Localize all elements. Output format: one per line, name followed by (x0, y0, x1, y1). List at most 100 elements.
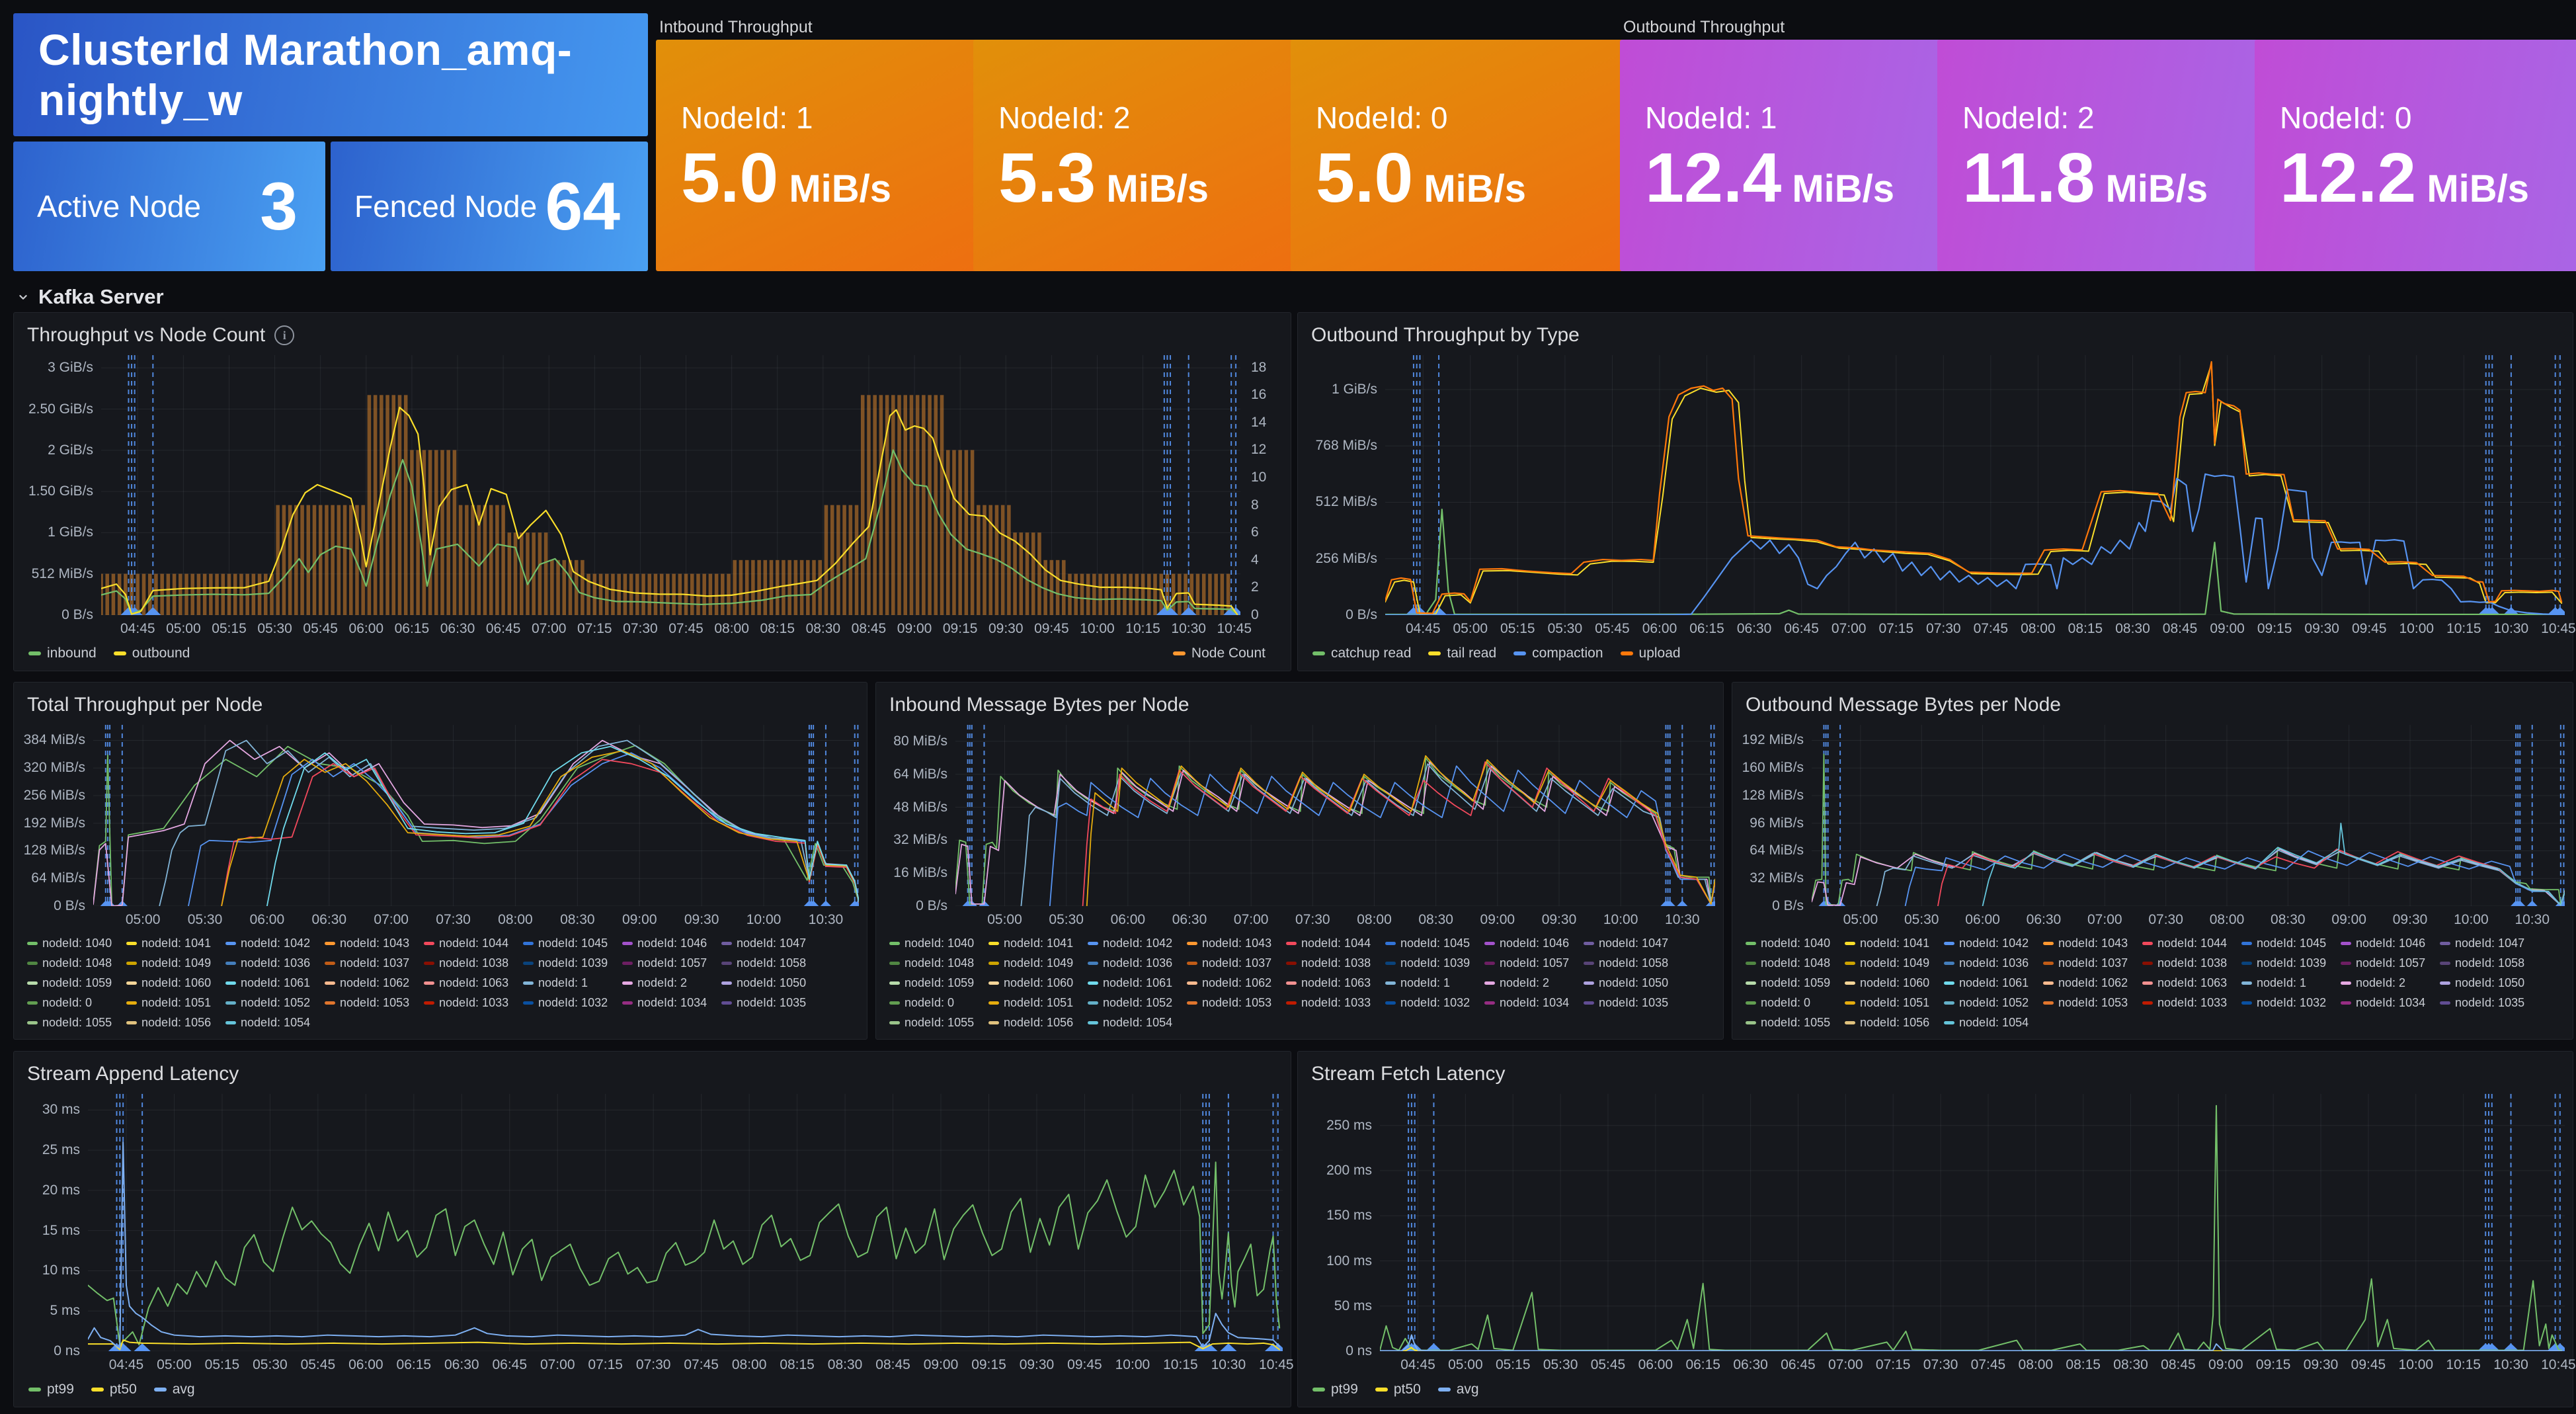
legend-item[interactable]: nodeId: 1 (1385, 976, 1475, 990)
legend-item[interactable]: nodeId: 1043 (325, 936, 415, 950)
legend-item[interactable]: nodeId: 1048 (27, 956, 117, 970)
legend-item[interactable]: nodeId: 1042 (225, 936, 315, 950)
legend-item[interactable]: nodeId: 1039 (1385, 956, 1475, 970)
legend-item[interactable]: nodeId: 1036 (1944, 956, 2034, 970)
panel-title[interactable]: Stream Append Latency (27, 1063, 239, 1085)
inbound-section-title[interactable]: Intbound Throughput (659, 18, 813, 36)
legend-item[interactable]: nodeId: 1043 (2043, 936, 2133, 950)
legend-item[interactable]: nodeId: 1055 (27, 1016, 117, 1030)
panel-title[interactable]: Inbound Message Bytes per Node (889, 694, 1189, 716)
legend-item[interactable]: catchup read (1312, 645, 1411, 661)
legend-item[interactable]: nodeId: 1053 (2043, 996, 2133, 1010)
legend-item[interactable]: nodeId: 1051 (988, 996, 1078, 1010)
legend-item[interactable]: nodeId: 0 (27, 996, 117, 1010)
legend-item[interactable]: nodeId: 1050 (721, 976, 811, 990)
legend-item[interactable]: nodeId: 1036 (225, 956, 315, 970)
legend-item[interactable]: avg (153, 1382, 195, 1397)
legend-item[interactable]: nodeId: 1049 (988, 956, 1078, 970)
legend-item[interactable]: nodeId: 1056 (126, 1016, 216, 1030)
legend-item[interactable]: nodeId: 1033 (424, 996, 514, 1010)
legend-item[interactable]: nodeId: 1039 (2241, 956, 2331, 970)
legend-item[interactable]: nodeId: 1034 (2341, 996, 2431, 1010)
legend-item[interactable]: nodeId: 1047 (2440, 936, 2530, 950)
legend-item[interactable]: pt99 (28, 1382, 74, 1397)
legend-item[interactable]: nodeId: 0 (1746, 996, 1835, 1010)
legend-item[interactable]: upload (1620, 645, 1681, 661)
legend-item[interactable]: nodeId: 1038 (424, 956, 514, 970)
legend-item[interactable]: nodeId: 1032 (2241, 996, 2331, 1010)
legend-item[interactable]: nodeId: 1041 (126, 936, 216, 950)
panel-title[interactable]: Stream Fetch Latency (1311, 1063, 1506, 1085)
legend-item[interactable]: nodeId: 1052 (1944, 996, 2034, 1010)
legend-item[interactable]: nodeId: 1046 (622, 936, 712, 950)
legend-item[interactable]: nodeId: 1051 (1845, 996, 1935, 1010)
legend-item[interactable]: nodeId: 1038 (2142, 956, 2232, 970)
legend-item[interactable]: nodeId: 2 (1484, 976, 1574, 990)
legend-item[interactable]: nodeId: 1044 (2142, 936, 2232, 950)
legend-item[interactable]: compaction (1513, 645, 1603, 661)
legend-item[interactable]: nodeId: 1056 (988, 1016, 1078, 1030)
legend-item[interactable]: nodeId: 1032 (523, 996, 613, 1010)
plot-area[interactable] (88, 1094, 1283, 1351)
legend-item[interactable]: nodeId: 1037 (1187, 956, 1277, 970)
legend-item[interactable]: nodeId: 1040 (889, 936, 979, 950)
legend-item[interactable]: nodeId: 1041 (1845, 936, 1935, 950)
legend-item[interactable]: nodeId: 1055 (1746, 1016, 1835, 1030)
legend-item[interactable]: nodeId: 1047 (721, 936, 811, 950)
legend-item[interactable]: nodeId: 1060 (1845, 976, 1935, 990)
legend-item[interactable]: nodeId: 2 (622, 976, 712, 990)
legend-item[interactable]: nodeId: 1060 (126, 976, 216, 990)
legend-item[interactable]: nodeId: 1046 (2341, 936, 2431, 950)
legend-item[interactable]: nodeId: 1041 (988, 936, 1078, 950)
legend-item[interactable]: nodeId: 1052 (1088, 996, 1178, 1010)
legend-item[interactable]: nodeId: 1058 (1584, 956, 1673, 970)
legend-item[interactable]: Node Count (1172, 645, 1266, 661)
legend-item[interactable]: nodeId: 1053 (325, 996, 415, 1010)
plot-area[interactable] (1380, 1094, 2565, 1351)
legend-item[interactable]: nodeId: 1062 (2043, 976, 2133, 990)
legend-item[interactable]: nodeId: 1054 (1088, 1016, 1178, 1030)
legend-item[interactable]: nodeId: 1050 (1584, 976, 1673, 990)
legend-item[interactable]: nodeId: 1040 (1746, 936, 1835, 950)
legend-item[interactable]: avg (1437, 1382, 1479, 1397)
panel-title[interactable]: Total Throughput per Node (27, 694, 263, 716)
panel-title[interactable]: Outbound Throughput by Type (1311, 324, 1580, 346)
legend-item[interactable]: nodeId: 1035 (1584, 996, 1673, 1010)
legend-item[interactable]: nodeId: 1035 (721, 996, 811, 1010)
info-icon[interactable]: i (274, 325, 295, 345)
legend-item[interactable]: nodeId: 1058 (721, 956, 811, 970)
legend-item[interactable]: nodeId: 1 (523, 976, 613, 990)
legend-item[interactable]: nodeId: 1048 (889, 956, 979, 970)
legend-item[interactable]: nodeId: 1062 (1187, 976, 1277, 990)
legend-item[interactable]: nodeId: 1052 (225, 996, 315, 1010)
legend-item[interactable]: nodeId: 1059 (889, 976, 979, 990)
legend-item[interactable]: nodeId: 1042 (1944, 936, 2034, 950)
plot-area[interactable] (93, 725, 859, 906)
legend-item[interactable]: nodeId: 1054 (1944, 1016, 2034, 1030)
legend-item[interactable]: nodeId: 1037 (325, 956, 415, 970)
panel-title[interactable]: Outbound Message Bytes per Node (1746, 694, 2061, 716)
legend-item[interactable]: nodeId: 1056 (1845, 1016, 1935, 1030)
legend-item[interactable]: nodeId: 1 (2241, 976, 2331, 990)
legend-item[interactable]: pt99 (1312, 1382, 1358, 1397)
legend-item[interactable]: nodeId: 0 (889, 996, 979, 1010)
legend-item[interactable]: pt50 (1375, 1382, 1421, 1397)
legend-item[interactable]: nodeId: 1048 (1746, 956, 1835, 970)
legend-item[interactable]: nodeId: 1035 (2440, 996, 2530, 1010)
legend-item[interactable]: nodeId: 1033 (1286, 996, 1376, 1010)
legend-item[interactable]: nodeId: 1038 (1286, 956, 1376, 970)
legend-item[interactable]: nodeId: 1034 (622, 996, 712, 1010)
legend-item[interactable]: nodeId: 2 (2341, 976, 2431, 990)
legend-item[interactable]: nodeId: 1044 (1286, 936, 1376, 950)
legend-item[interactable]: nodeId: 1054 (225, 1016, 315, 1030)
legend-item[interactable]: nodeId: 1061 (225, 976, 315, 990)
panel-title[interactable]: Throughput vs Node Count (27, 324, 266, 346)
legend-item[interactable]: nodeId: 1039 (523, 956, 613, 970)
legend-item[interactable]: nodeId: 1046 (1484, 936, 1574, 950)
legend-item[interactable]: nodeId: 1060 (988, 976, 1078, 990)
plot-area[interactable] (1812, 725, 2565, 906)
legend-item[interactable]: nodeId: 1063 (2142, 976, 2232, 990)
legend-item[interactable]: nodeId: 1063 (1286, 976, 1376, 990)
legend-item[interactable]: nodeId: 1057 (2341, 956, 2431, 970)
legend-item[interactable]: nodeId: 1051 (126, 996, 216, 1010)
